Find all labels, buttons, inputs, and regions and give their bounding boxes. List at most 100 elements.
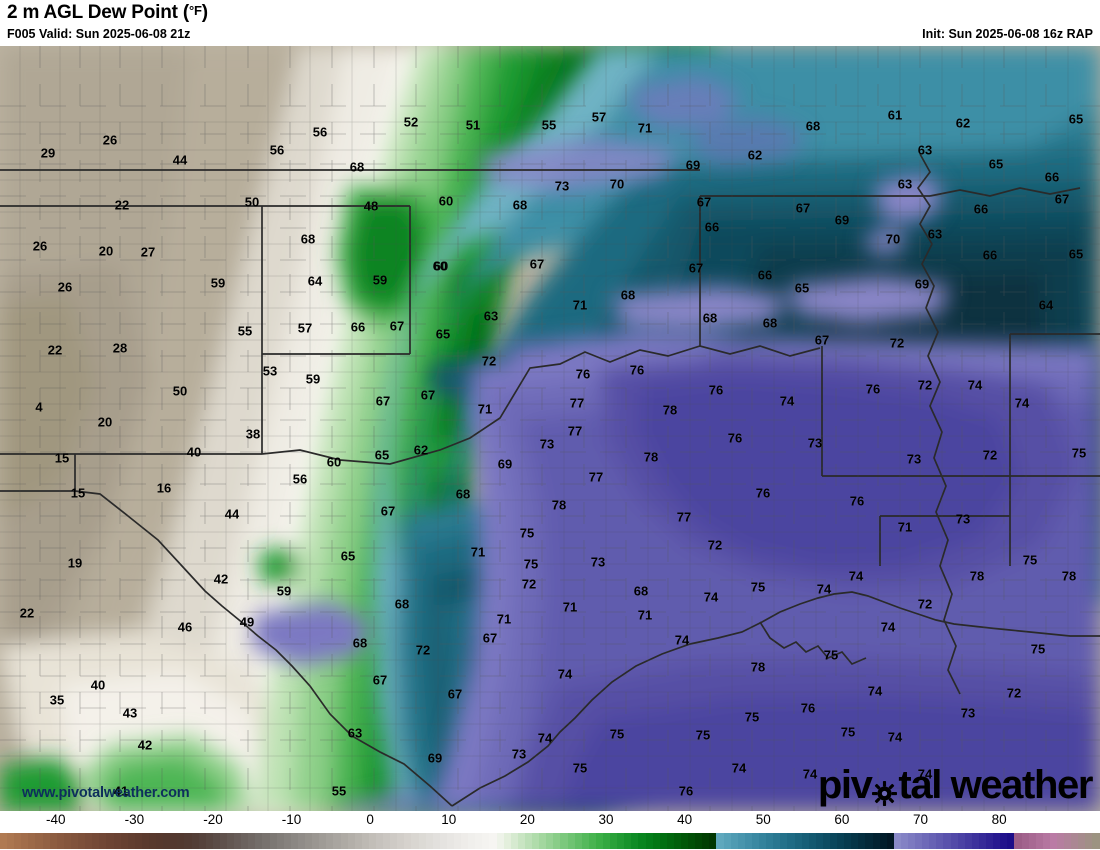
contour-label: 15 [70,485,86,501]
colorbar-swatch [1085,833,1093,849]
contour-label: 53 [262,363,278,379]
contour-label: 40 [90,677,106,693]
colorbar-swatches[interactable] [0,833,1100,849]
colorbar-swatch [858,833,866,849]
init-time-label: Init: Sun 2025-06-08 16z RAP [922,27,1093,41]
colorbar-swatch [340,833,348,849]
contour-label: 68 [633,583,649,599]
contour-label: 72 [917,596,933,612]
contour-label: 73 [960,705,976,721]
colorbar-swatch [468,833,476,849]
colorbar-tick: -20 [203,812,223,827]
contour-label: 75 [1022,552,1038,568]
contour-label: 75 [823,647,839,663]
colorbar-swatch [539,833,547,849]
colorbar-swatch [1042,833,1050,849]
colorbar-swatch [35,833,43,849]
title-unit: °F [189,3,202,18]
contour-label: 72 [521,576,537,592]
colorbar-swatch [134,833,142,849]
title-text: 2 m AGL Dew Point ( [7,2,189,23]
colorbar-swatch [205,833,213,849]
colorbar-swatch [85,833,93,849]
colorbar-swatch [751,833,760,849]
contour-label: 66 [973,201,989,217]
colorbar-swatch [645,833,653,849]
map-canvas[interactable]: 29 26 44 56 56 52 51 55 57 71 68 61 62 65 22 50 48 60 68 68… [0,46,1100,811]
contour-label: 64 [307,273,323,289]
contour-label: 75 [609,726,625,742]
contour-label: 76 [708,382,724,398]
colorbar-swatch [829,833,838,849]
colorbar-swatch [1000,833,1008,849]
colorbar-swatch [1028,833,1036,849]
colorbar-swatch [737,833,745,849]
colorbar-swatch [21,833,29,849]
colorbar-swatch [397,833,405,849]
contour-label: 71 [897,519,913,535]
colorbar-swatch [383,833,391,849]
contour-label: 73 [590,554,606,570]
colorbar-swatch [546,833,554,849]
colorbar-swatch [879,833,887,849]
contour-label: 72 [917,377,933,393]
colorbar-swatch [1056,833,1065,849]
colorbar-swatch [837,833,845,849]
contour-label: 51 [465,117,481,133]
contour-label: 74 [867,683,883,699]
colorbar-swatch [248,833,256,849]
contour-label: 78 [750,659,766,675]
colorbar-tick: 60 [834,812,850,827]
colorbar-swatch [1092,833,1100,849]
colorbar-swatch [588,833,596,849]
colorbar-swatch [319,833,327,849]
colorbar-swatch [184,833,192,849]
colorbar-region[interactable]: -40 -30 -20 -10 0 10 20 30 40 50 60 70 80 [0,811,1100,850]
colorbar-swatch [1014,833,1022,849]
contour-label: 63 [347,725,363,741]
colorbar-swatch [347,833,355,849]
contour-label: 75 [695,727,711,743]
colorbar-swatch [915,833,923,849]
colorbar-swatch [361,833,369,849]
colorbar-swatch [766,833,774,849]
contour-label: 59 [305,371,321,387]
contour-label: 68 [394,596,410,612]
contour-label: 75 [1071,445,1087,461]
header-bar: 2 m AGL Dew Point (°F) F005 Valid: Sun 2… [0,0,1100,46]
colorbar-swatch [950,833,958,849]
colorbar-swatch [14,833,22,849]
colorbar-swatch [63,833,71,849]
contour-label: 76 [755,485,771,501]
colorbar-swatch [390,833,398,849]
contour-label: 74 [848,568,864,584]
colorbar-swatch [411,833,419,849]
contour-label: 76 [849,493,865,509]
contour-label: 67 [372,672,388,688]
contour-label: 64 [1038,297,1054,313]
contour-label: 43 [122,705,138,721]
contour-label: 70 [885,231,901,247]
contour-label: 50 [172,383,188,399]
contour-label: 61 [887,107,903,123]
colorbar-swatch [156,833,164,849]
colorbar-swatch [191,833,199,849]
contour-label: 60 [438,193,454,209]
contour-label: 75 [744,709,760,725]
contour-label: 55 [541,117,557,133]
contour-label: 22 [47,342,63,358]
contour-label: 59 [276,583,292,599]
contour-label: 60 [326,454,342,470]
colorbar-swatch [567,833,575,849]
contour-label: 27 [140,244,156,260]
contour-label: 65 [794,280,810,296]
contour-label: 72 [415,642,431,658]
colorbar-swatch [744,833,752,849]
colorbar-swatch [808,833,816,849]
contour-label: 74 [880,619,896,635]
contour-label: 71 [637,120,653,136]
colorbar-tick: 30 [598,812,614,827]
contour-label: 55 [331,783,347,799]
colorbar-swatch [375,833,384,849]
colorbar-swatch [297,833,306,849]
